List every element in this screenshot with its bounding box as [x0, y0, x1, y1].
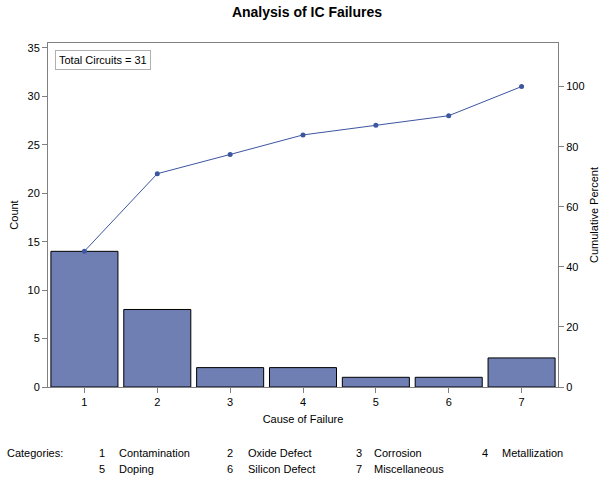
svg-text:Analysis of IC Failures: Analysis of IC Failures [232, 4, 382, 20]
svg-text:Miscellaneous: Miscellaneous [374, 463, 444, 475]
svg-text:25: 25 [28, 139, 40, 151]
svg-text:5: 5 [99, 463, 105, 475]
svg-text:7: 7 [519, 396, 525, 408]
svg-text:3: 3 [227, 396, 233, 408]
svg-text:5: 5 [373, 396, 379, 408]
svg-text:Silicon Defect: Silicon Defect [248, 463, 315, 475]
svg-text:0: 0 [34, 381, 40, 393]
svg-text:Contamination: Contamination [119, 447, 190, 459]
svg-text:Count: Count [8, 200, 20, 229]
svg-text:6: 6 [446, 396, 452, 408]
svg-text:1: 1 [81, 396, 87, 408]
svg-text:4: 4 [482, 447, 488, 459]
svg-text:20: 20 [28, 187, 40, 199]
svg-text:40: 40 [566, 261, 578, 273]
svg-text:2: 2 [227, 447, 233, 459]
svg-text:60: 60 [566, 201, 578, 213]
svg-text:10: 10 [28, 284, 40, 296]
svg-text:Metallization: Metallization [502, 447, 563, 459]
svg-text:7: 7 [356, 463, 362, 475]
svg-text:6: 6 [227, 463, 233, 475]
svg-text:2: 2 [154, 396, 160, 408]
svg-text:100: 100 [566, 80, 584, 92]
svg-text:Categories:: Categories: [7, 447, 63, 459]
svg-text:20: 20 [566, 321, 578, 333]
svg-text:Corrosion: Corrosion [374, 447, 422, 459]
svg-text:3: 3 [356, 447, 362, 459]
svg-text:Doping: Doping [119, 463, 154, 475]
svg-text:80: 80 [566, 141, 578, 153]
svg-text:Cumulative Percent: Cumulative Percent [588, 167, 600, 263]
svg-text:35: 35 [28, 42, 40, 54]
svg-text:4: 4 [300, 396, 306, 408]
svg-text:Total Circuits = 31: Total Circuits = 31 [59, 54, 147, 66]
svg-text:30: 30 [28, 90, 40, 102]
svg-text:Oxide Defect: Oxide Defect [248, 447, 312, 459]
svg-text:5: 5 [34, 332, 40, 344]
svg-text:15: 15 [28, 236, 40, 248]
svg-text:0: 0 [566, 381, 572, 393]
svg-text:1: 1 [99, 447, 105, 459]
svg-text:Cause of Failure: Cause of Failure [263, 413, 344, 425]
